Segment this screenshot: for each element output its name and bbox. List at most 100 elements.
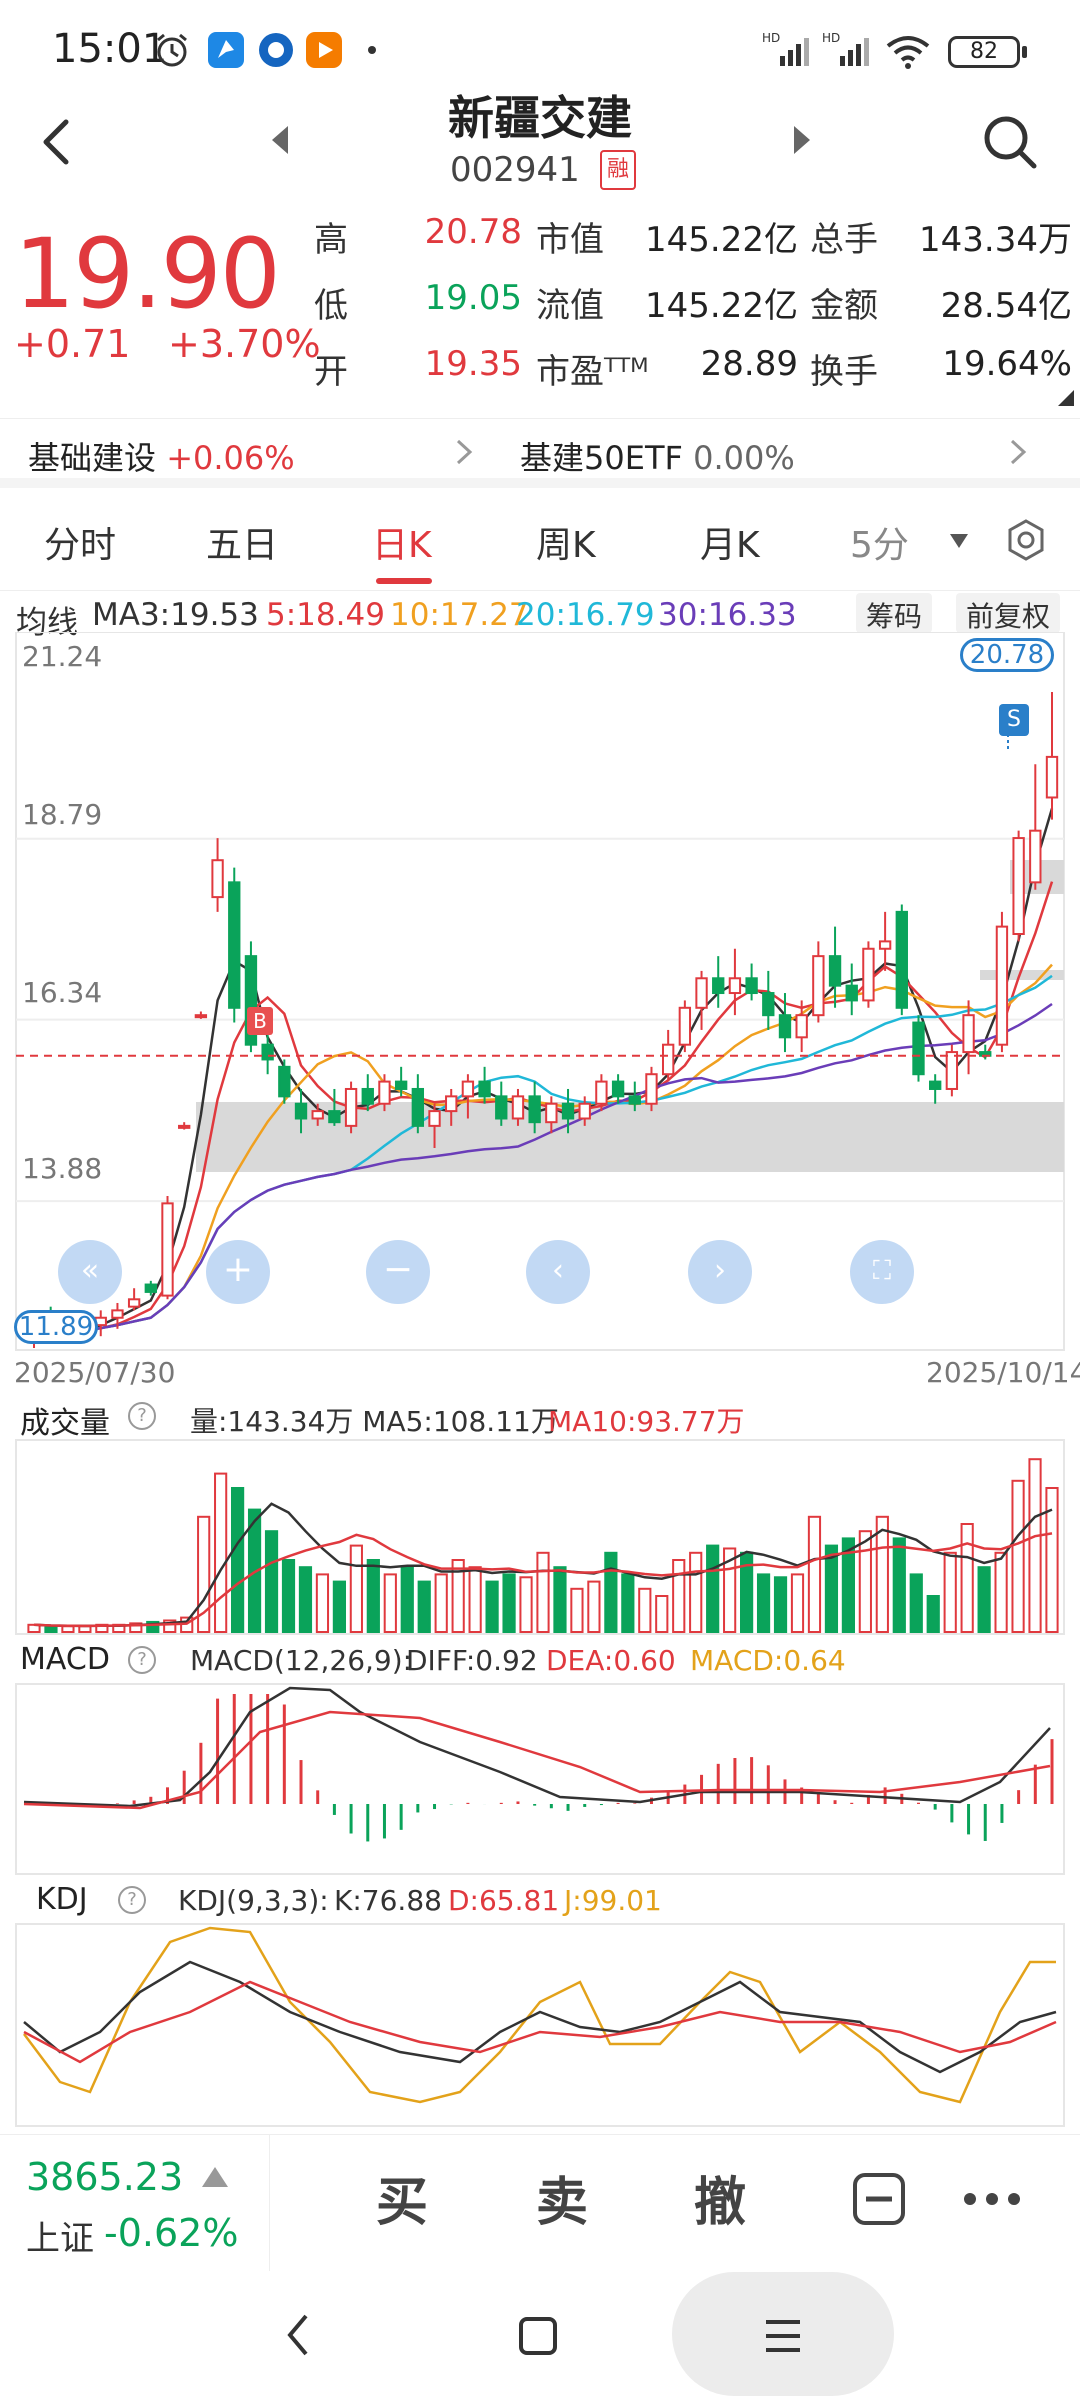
more-icon[interactable] — [960, 2184, 1024, 2214]
candle — [878, 911, 892, 971]
volume-bar — [485, 1580, 499, 1634]
candle — [428, 1103, 441, 1149]
stock-code: 002941 — [450, 150, 580, 190]
status-time: 15:01 — [52, 26, 168, 72]
candle — [862, 941, 875, 1008]
zoom-in-button[interactable]: + — [206, 1240, 270, 1304]
volume-bar — [434, 1573, 448, 1633]
candle — [228, 867, 241, 1023]
help-icon[interactable]: ? — [128, 1646, 156, 1674]
candle — [795, 1000, 808, 1053]
tab-daily-k[interactable]: 日K — [372, 525, 432, 566]
volume-bar — [807, 1515, 822, 1633]
macd-hist-value: MACD:0.64 — [690, 1644, 846, 1677]
tab-minute-select[interactable]: 5分 — [850, 525, 909, 566]
candle — [995, 911, 1009, 1053]
volume-bar — [824, 1544, 839, 1633]
volume-legend: 成交量 ? 量:143.34万 MA5:108.11万 MA10:93.77万 — [0, 1392, 1080, 1441]
candle — [828, 926, 842, 1008]
kdj-d-value: D:65.81 — [448, 1884, 560, 1917]
candle — [845, 963, 858, 1016]
volume-chart[interactable] — [0, 1438, 1080, 1638]
margin-badge: 融 — [600, 150, 636, 190]
dropdown-arrow-icon[interactable] — [948, 532, 970, 550]
macd-title: MACD — [20, 1642, 110, 1677]
nav-home-icon[interactable] — [518, 2316, 558, 2356]
tab-five-day[interactable]: 五日 — [206, 525, 279, 566]
macd-chart[interactable] — [0, 1682, 1080, 1876]
tab-monthly-k[interactable]: 月K — [700, 525, 760, 566]
candle — [211, 838, 224, 912]
position-icon[interactable] — [852, 2172, 906, 2226]
cancel-order-button[interactable]: 撤 — [694, 2173, 747, 2233]
help-icon[interactable]: ? — [128, 1402, 156, 1430]
search-icon[interactable] — [980, 112, 1040, 172]
nav-menu-icon[interactable] — [762, 2316, 804, 2356]
expand-corner-icon[interactable] — [1058, 390, 1074, 406]
candle — [194, 1011, 208, 1019]
sector-link-etf[interactable]: 基建50ETF 0.00% — [520, 433, 795, 479]
index-ticker[interactable]: 3865.23 上证 -0.62% — [0, 2135, 270, 2271]
volume-bar — [875, 1515, 889, 1633]
volume-bar — [1045, 1487, 1059, 1633]
next-stock-icon[interactable] — [790, 124, 814, 156]
candlestick-chart[interactable] — [0, 632, 1080, 1352]
market-cap-label: 市值 — [536, 220, 604, 260]
moving-average-lines — [33, 808, 1054, 1334]
volume-bar — [417, 1580, 431, 1634]
app-notification-icon-2 — [259, 33, 293, 67]
buy-button[interactable]: 买 — [376, 2173, 429, 2233]
chip-distribution-button[interactable]: 筹码 — [856, 593, 933, 633]
zoom-out-button[interactable]: − — [366, 1240, 430, 1304]
settings-icon[interactable] — [1004, 518, 1048, 562]
candle — [695, 970, 708, 1030]
back-arrow-icon[interactable] — [36, 114, 76, 170]
nav-back-icon[interactable] — [280, 2310, 316, 2360]
volume-bar — [451, 1559, 465, 1633]
macd-diff-value: DIFF:0.92 — [406, 1644, 538, 1677]
sell-button[interactable]: 卖 — [536, 2173, 589, 2233]
volume-bar — [977, 1566, 991, 1633]
volume-bar — [604, 1551, 618, 1633]
signal-icon: HD — [762, 31, 809, 66]
candle — [545, 1096, 558, 1134]
ma3-line — [33, 808, 1054, 1334]
float-cap-label: 流值 — [536, 286, 604, 326]
volume-bar — [773, 1576, 788, 1633]
turnover-amount-value: 28.54亿 — [940, 286, 1072, 326]
battery-tip — [1022, 46, 1027, 58]
kdj-k-line — [23, 1960, 1057, 2074]
candle — [294, 1088, 308, 1134]
tab-intraday[interactable]: 分时 — [44, 525, 117, 566]
previous-stock-icon[interactable] — [268, 124, 292, 156]
ma-legend-title[interactable]: 均线 — [16, 605, 78, 641]
period-tabs: 分时 五日 日K 周K 月K 5分 — [0, 498, 1080, 590]
scroll-right-button[interactable]: › — [688, 1240, 752, 1304]
scroll-left-button[interactable]: ‹ — [526, 1240, 590, 1304]
candle — [945, 1044, 959, 1097]
candle — [278, 1059, 291, 1104]
kdj-chart[interactable] — [0, 1922, 1080, 2128]
candle — [712, 956, 725, 1008]
chart-frame — [15, 1923, 1065, 2127]
candle — [645, 1066, 658, 1112]
scroll-to-start-button[interactable]: « — [58, 1240, 122, 1304]
tab-weekly-k[interactable]: 周K — [536, 525, 596, 566]
volume-bar — [756, 1573, 771, 1633]
volume-bars — [27, 1458, 1059, 1634]
candle — [595, 1074, 608, 1112]
volume-bar — [197, 1515, 211, 1633]
macd-dea-value: DEA:0.60 — [546, 1644, 676, 1677]
volume-bar — [502, 1573, 516, 1633]
sector-link-infrastructure[interactable]: 基础建设 +0.06% — [28, 433, 295, 479]
status-bar: 15:01 HD HD 82 — [0, 0, 1080, 100]
price-adjust-button[interactable]: 前复权 — [956, 593, 1061, 633]
help-icon[interactable]: ? — [118, 1886, 146, 1914]
ma10-line — [33, 963, 1053, 1334]
volume-bar — [689, 1551, 703, 1633]
fullscreen-button[interactable]: ⛶ — [850, 1240, 914, 1304]
svg-text:HD: HD — [822, 31, 840, 45]
stock-name: 新疆交建 — [448, 91, 632, 145]
volume-title: 成交量 — [20, 1406, 110, 1441]
volume-ma10-value: MA10:93.77万 — [548, 1405, 745, 1438]
